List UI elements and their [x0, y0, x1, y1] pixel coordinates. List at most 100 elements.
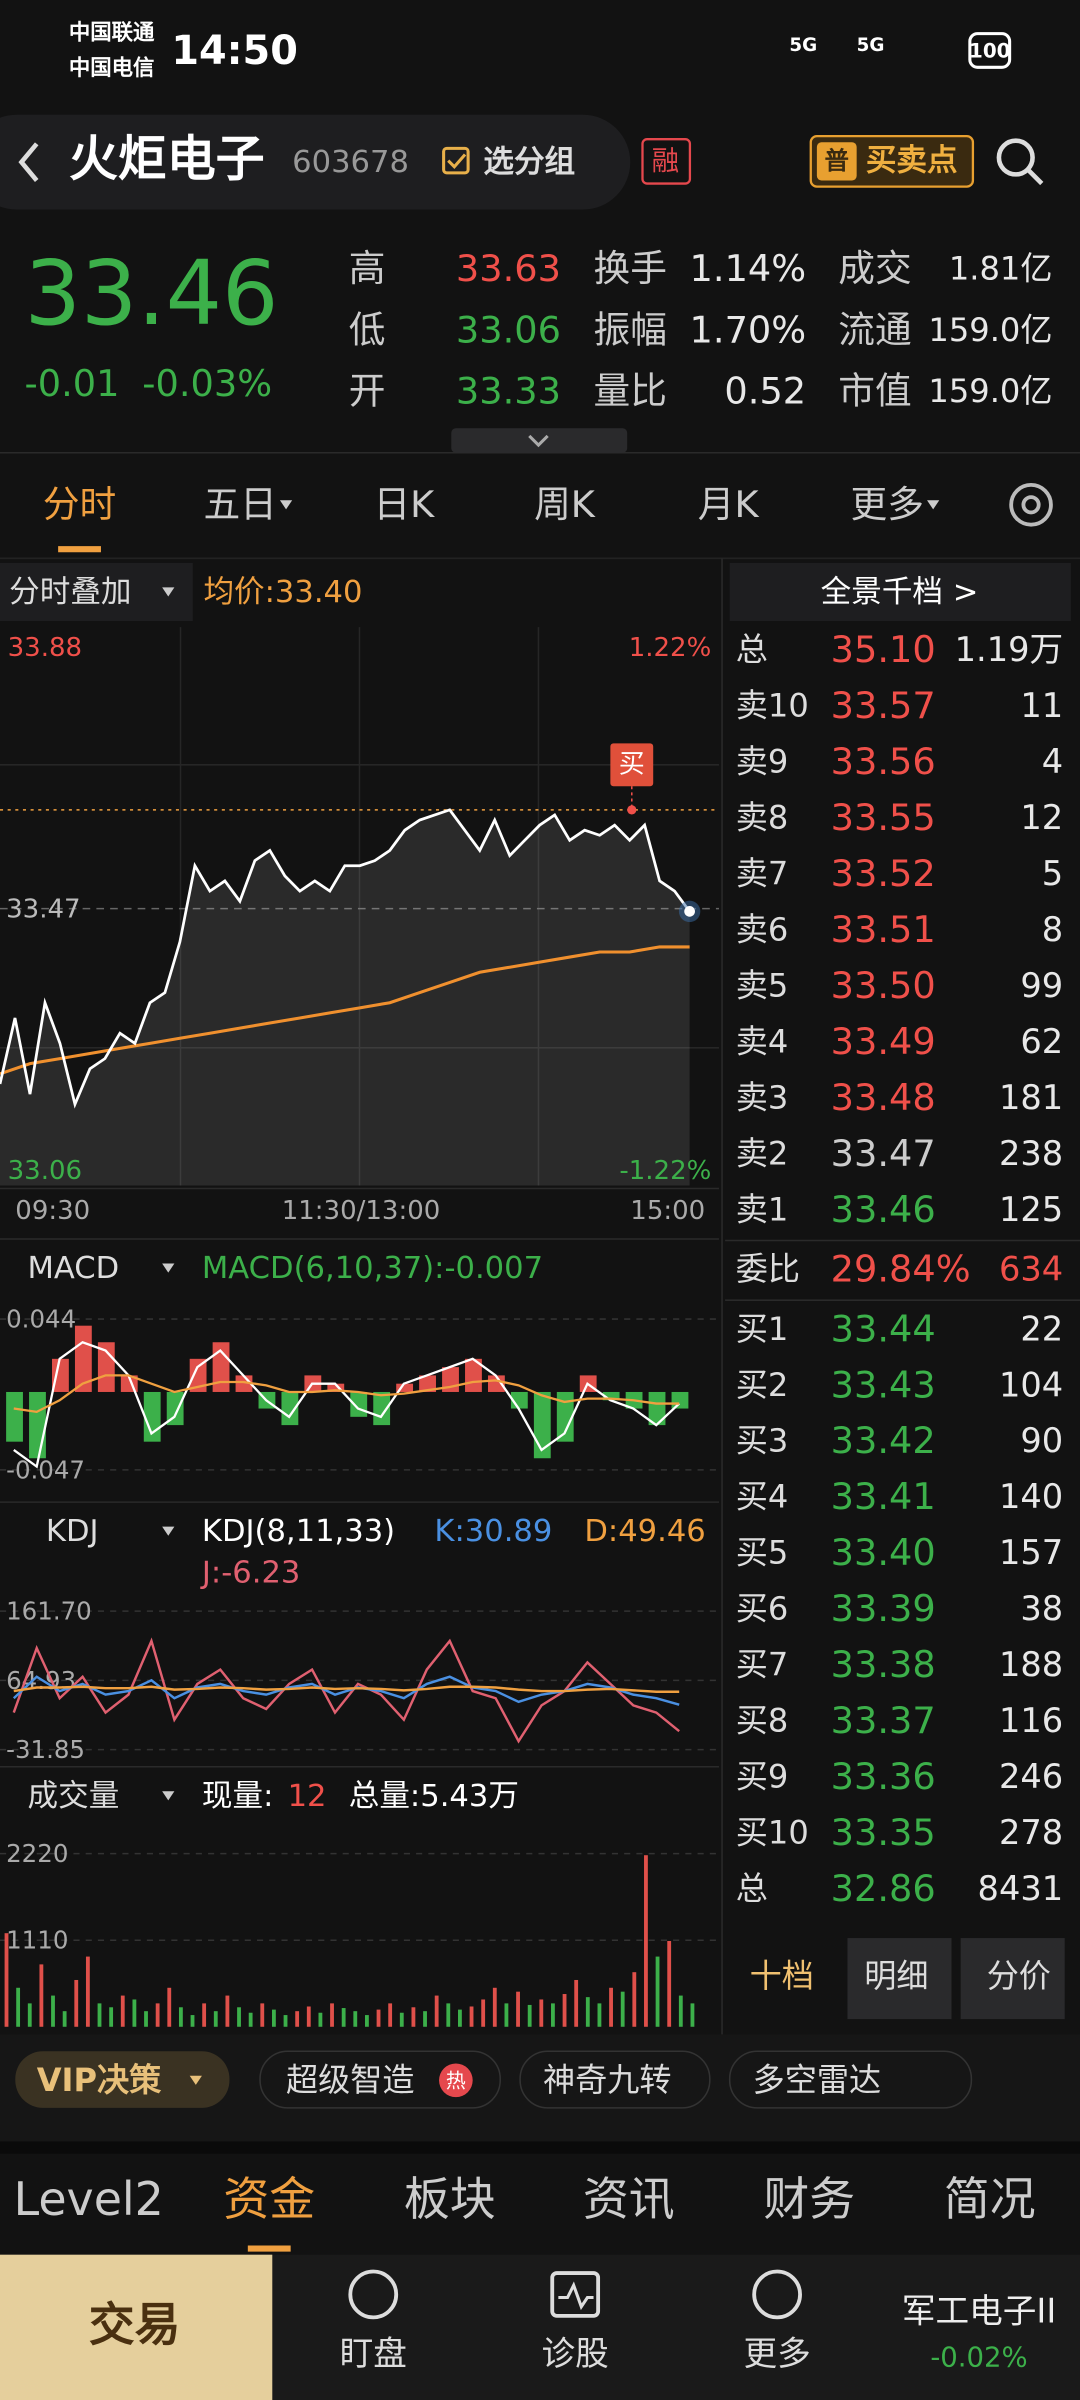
trade-button[interactable]: 交易 — [89, 2298, 181, 2352]
volume-bar — [190, 2015, 195, 2027]
j-value: J:-6.23 — [200, 1555, 300, 1590]
order-book-header[interactable] — [729, 562, 1071, 622]
detail-tab[interactable]: 简况 — [944, 2172, 1036, 2226]
tool-chip-label[interactable]: 超级智造 — [286, 2061, 414, 2099]
volume-bar — [295, 2011, 300, 2027]
order-book-title[interactable]: 全景千档 > — [821, 575, 979, 610]
tool-chip-label[interactable]: 多空雷达 — [753, 2061, 881, 2099]
order-level: 卖9 — [736, 743, 789, 781]
carrier: 中国联通 — [69, 21, 155, 46]
price-distribution-button[interactable]: 分价 — [987, 1957, 1051, 1995]
sector-change: -0.02% — [930, 2342, 1027, 2374]
indicator-selector[interactable]: MACD — [28, 1251, 120, 1286]
volume-bar — [353, 2011, 358, 2027]
tool-chip[interactable] — [519, 2050, 711, 2109]
group-button[interactable]: 选分组 — [483, 144, 575, 180]
volume-bar — [120, 1995, 125, 2027]
time-label: 09:30 — [15, 1196, 90, 1226]
volume-bar — [551, 2003, 555, 2027]
period-tab[interactable]: 更多 — [851, 483, 924, 526]
order-quantity: 634 — [999, 1250, 1063, 1289]
macd-bar — [6, 1391, 23, 1442]
dropdown-arrow — [162, 1791, 175, 1801]
back-button[interactable] — [18, 142, 39, 182]
period-tab[interactable]: 分时 — [43, 483, 116, 526]
order-quantity: 4 — [1042, 742, 1063, 781]
signal-button[interactable]: 买卖点 — [866, 144, 958, 179]
nav-item[interactable]: 诊股 — [542, 2334, 609, 2373]
price-area — [0, 809, 690, 1186]
volume-bar — [504, 2003, 509, 2027]
signal-badge: 普 — [825, 146, 849, 175]
stat-label: 低 — [349, 308, 386, 351]
detail-tab[interactable]: 板块 — [404, 2172, 496, 2226]
d-value: D:49.46 — [584, 1514, 705, 1549]
button-box[interactable] — [960, 1938, 1065, 2020]
battery-level: 100 — [969, 40, 1011, 63]
volume-bar — [341, 2008, 346, 2027]
period-tab[interactable]: 周K — [534, 483, 596, 526]
order-level: 买9 — [736, 1758, 789, 1796]
detail-tab[interactable]: 财务 — [763, 2172, 855, 2226]
tool-chip[interactable] — [728, 2050, 973, 2109]
sector-name[interactable]: 军工电子II — [902, 2291, 1056, 2330]
depth-button[interactable]: 十档 — [750, 1957, 814, 1995]
order-level: 买6 — [736, 1590, 789, 1628]
volume-bar — [260, 2003, 265, 2027]
indicator-selector[interactable]: KDJ — [46, 1514, 99, 1549]
price-change-percent: -0.03% — [142, 362, 272, 405]
period-tab[interactable]: 五日 — [203, 483, 276, 526]
order-price: 33.50 — [831, 964, 936, 1007]
detail-button[interactable]: 明细 — [864, 1957, 928, 1995]
button-box[interactable] — [847, 1938, 952, 2020]
dropdown-arrow — [162, 1526, 175, 1536]
order-level: 买7 — [736, 1646, 789, 1684]
margin-badge: 融 — [652, 145, 680, 177]
stat-value: 33.06 — [456, 308, 561, 351]
volume-bar — [16, 1987, 21, 2027]
detail-tab[interactable]: Level2 — [14, 2172, 164, 2226]
volume-bar — [632, 1972, 637, 2027]
overlay-button-box[interactable] — [0, 562, 193, 622]
period-tab[interactable]: 月K — [698, 483, 760, 526]
volume-bar — [481, 1999, 486, 2027]
period-tab[interactable]: 日K — [373, 483, 435, 526]
detail-tab[interactable]: 资讯 — [583, 2172, 675, 2226]
tool-chip[interactable] — [259, 2050, 501, 2109]
nav-item[interactable]: 盯盘 — [340, 2334, 407, 2373]
stat-value: 33.63 — [456, 247, 561, 290]
order-price: 33.51 — [831, 908, 936, 951]
macd-bar — [419, 1375, 436, 1392]
stat-label: 高 — [349, 247, 386, 290]
nav-item[interactable]: 更多 — [743, 2334, 810, 2373]
stock-name: 火炬电子 — [69, 131, 265, 188]
order-level: 总 — [736, 631, 768, 669]
order-price: 33.42 — [831, 1419, 936, 1462]
tool-chip-label[interactable]: 神奇九转 — [543, 2061, 671, 2099]
order-level: 买8 — [736, 1702, 789, 1740]
search-icon[interactable] — [996, 138, 1035, 177]
order-price: 33.41 — [831, 1475, 936, 1518]
indicator-selector[interactable]: 成交量 — [28, 1779, 120, 1814]
stat-value: 33.33 — [456, 370, 561, 413]
volume-bar — [62, 2011, 67, 2027]
tool-chip-label[interactable]: VIP决策 — [37, 2061, 162, 2099]
price-line — [0, 808, 691, 1109]
volume-bar — [155, 2003, 160, 2027]
trade-button-box[interactable] — [0, 2254, 273, 2400]
volume-bar — [39, 1964, 44, 2027]
tool-chip[interactable] — [15, 2051, 230, 2108]
overlay-button[interactable]: 分时叠加 — [9, 575, 131, 610]
order-quantity: 104 — [999, 1365, 1063, 1404]
settings-icon[interactable] — [1009, 482, 1053, 527]
macd-bar — [648, 1391, 666, 1426]
order-price: 35.10 — [831, 628, 936, 671]
expand-arrow — [528, 434, 549, 448]
order-quantity: 157 — [999, 1533, 1063, 1572]
detail-tab[interactable]: 资金 — [223, 2172, 315, 2226]
volume-bar — [271, 2009, 276, 2027]
order-price: 33.43 — [831, 1363, 936, 1406]
expand-tab[interactable] — [451, 428, 628, 453]
volume-bar — [516, 1991, 520, 2027]
